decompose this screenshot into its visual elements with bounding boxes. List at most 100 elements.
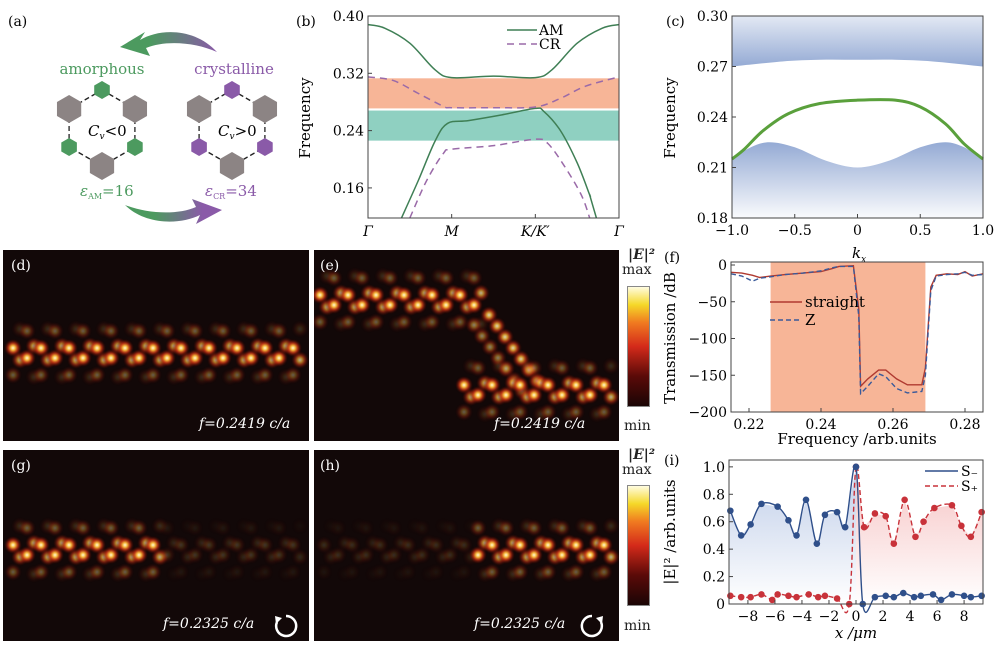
x-tick-label-i: 8: [960, 609, 969, 625]
transmission-curve-straight: [730, 265, 984, 388]
band-gap-1: [368, 110, 619, 141]
shaded-bandgap: [770, 262, 926, 412]
data-point-S₊: [737, 593, 745, 601]
y-tick-label-i: 0.4: [703, 542, 725, 558]
cv-left: Cv<0: [88, 122, 127, 142]
area-fill-S-plus: [856, 466, 983, 604]
epsilon-am: εAM=16: [80, 182, 134, 201]
data-point-S₋: [802, 496, 810, 504]
small-rod: [224, 81, 240, 99]
y-tick-label-f: −100: [689, 332, 727, 348]
legend-label-Z: Z: [805, 311, 815, 329]
x-tick-label-i: −8: [738, 609, 759, 625]
x-tick-label-b: M: [443, 224, 459, 240]
chart-f-transmission: 0 −50 −100 −150 −200 0.22 0.24 0.26 0.28 Transmis…: [661, 258, 984, 448]
data-point-S₋: [793, 532, 800, 539]
panel-label-a: (a): [8, 14, 27, 30]
data-point-S₊: [833, 595, 841, 602]
colorbar-title-bottom: |E|²: [628, 447, 655, 463]
legend-label-AM: AM: [538, 23, 563, 39]
colorbar-min-bottom: min: [624, 618, 651, 634]
legend-label-S₊: S₊: [961, 479, 978, 495]
frequency-label-h: f=0.2325 c/a: [474, 616, 566, 632]
data-point-S₋: [890, 593, 898, 601]
y-tick-label-i: 0.2: [703, 570, 725, 586]
data-point-S₊: [967, 533, 975, 541]
data-point-S₋: [852, 463, 860, 471]
x-tick-label-b: Γ: [613, 224, 625, 240]
band-curve-AM: [400, 107, 598, 219]
field-map-g-image: [3, 450, 309, 641]
legend-label-straight: straight: [805, 293, 865, 311]
data-point-S₊: [768, 596, 776, 604]
colorbar-max-bottom: max: [622, 462, 652, 478]
panel-label-b: (b): [296, 14, 316, 30]
x-axis-label-sub-c: x: [861, 255, 866, 265]
data-point-S₋: [821, 511, 829, 519]
y-tick-label-c: 0.27: [697, 60, 728, 76]
panel-label-c: (c): [666, 14, 685, 30]
small-rod: [61, 138, 77, 156]
x-tick-label-c: −1.0: [715, 223, 749, 239]
data-point-S₋: [833, 508, 841, 516]
data-point-S₋: [841, 523, 849, 531]
data-point-S₊: [785, 592, 792, 600]
data-point-S₋: [960, 592, 968, 600]
data-point-S₋: [882, 592, 890, 600]
y-tick-label-c: 0.18: [697, 211, 728, 227]
cv-right: Cv>0: [218, 122, 257, 142]
band-gap-0: [368, 78, 619, 109]
small-rod: [191, 138, 207, 156]
band-curve-CR: [367, 76, 620, 109]
y-tick-label-i: 0.8: [703, 487, 725, 503]
large-rod: [122, 95, 148, 123]
top-arrow: [120, 32, 217, 56]
large-rod: [252, 95, 278, 123]
x-tick-label-b: Γ: [362, 224, 374, 240]
y-tick-label-c: 0.30: [697, 9, 728, 25]
data-point-S₊: [793, 593, 800, 601]
data-point-S₊: [758, 591, 765, 598]
y-axis-label-f: Transmission /dB: [661, 272, 679, 404]
x-axis-label-f: Frequency /arb.units: [777, 430, 936, 448]
field-map-e: (e) f=0.2419 c/a: [314, 250, 619, 441]
data-point-S₊: [948, 501, 956, 509]
x-tick-label-c: 1.0: [972, 223, 994, 239]
large-rod: [89, 152, 115, 180]
data-point-S₋: [917, 592, 925, 600]
field-map-h: (h) f=0.2325 c/a: [314, 450, 619, 641]
data-point-S₋: [967, 593, 975, 601]
x-tick-label-i: −4: [792, 609, 813, 625]
data-point-S₊: [901, 496, 908, 504]
panel-label-f: (f): [664, 250, 680, 266]
y-tick-label-b: 0.32: [333, 66, 364, 82]
data-point-S₊: [978, 508, 985, 516]
x-tick-label-c: −0.5: [778, 223, 812, 239]
plot-frame-f: [730, 261, 984, 413]
x-tick-label-c: 0: [853, 223, 862, 239]
colorbar-max-top: max: [622, 262, 652, 278]
y-tick-label-b: 0.24: [333, 124, 364, 140]
data-point-S₊: [860, 523, 868, 531]
chart-i-field-intensity: 0 0.2 0.4 0.6 0.8 1.0 −8 −6 −4 −2 0 2 4 6 8 |E|² /arb.u…: [661, 459, 985, 642]
large-rod: [219, 152, 245, 180]
data-point-S₊: [805, 591, 813, 598]
data-point-S₋: [747, 521, 754, 528]
x-tick-label-i: 0: [852, 609, 861, 625]
x-tick-label-c: 0.5: [909, 223, 931, 239]
x-tick-label-f: 0.22: [733, 417, 764, 433]
field-map-g: (g) f=0.2325 c/a: [3, 450, 309, 641]
y-tick-label-i: 0: [716, 597, 725, 613]
crystalline-unit-cell: [186, 81, 278, 180]
data-point-S₋: [948, 591, 956, 598]
y-tick-label-f: −150: [689, 368, 727, 384]
data-point-S₊: [814, 593, 822, 601]
frequency-label-d: f=0.2419 c/a: [199, 416, 291, 432]
data-point-S₋: [758, 500, 765, 508]
data-point-S₋: [813, 540, 821, 547]
legend-label-CR: CR: [539, 37, 561, 53]
counterclockwise-arrow-icon: [580, 614, 604, 638]
y-axis-label-c: Frequency: [661, 77, 679, 159]
x-tick-label-f: 0.26: [877, 417, 908, 433]
